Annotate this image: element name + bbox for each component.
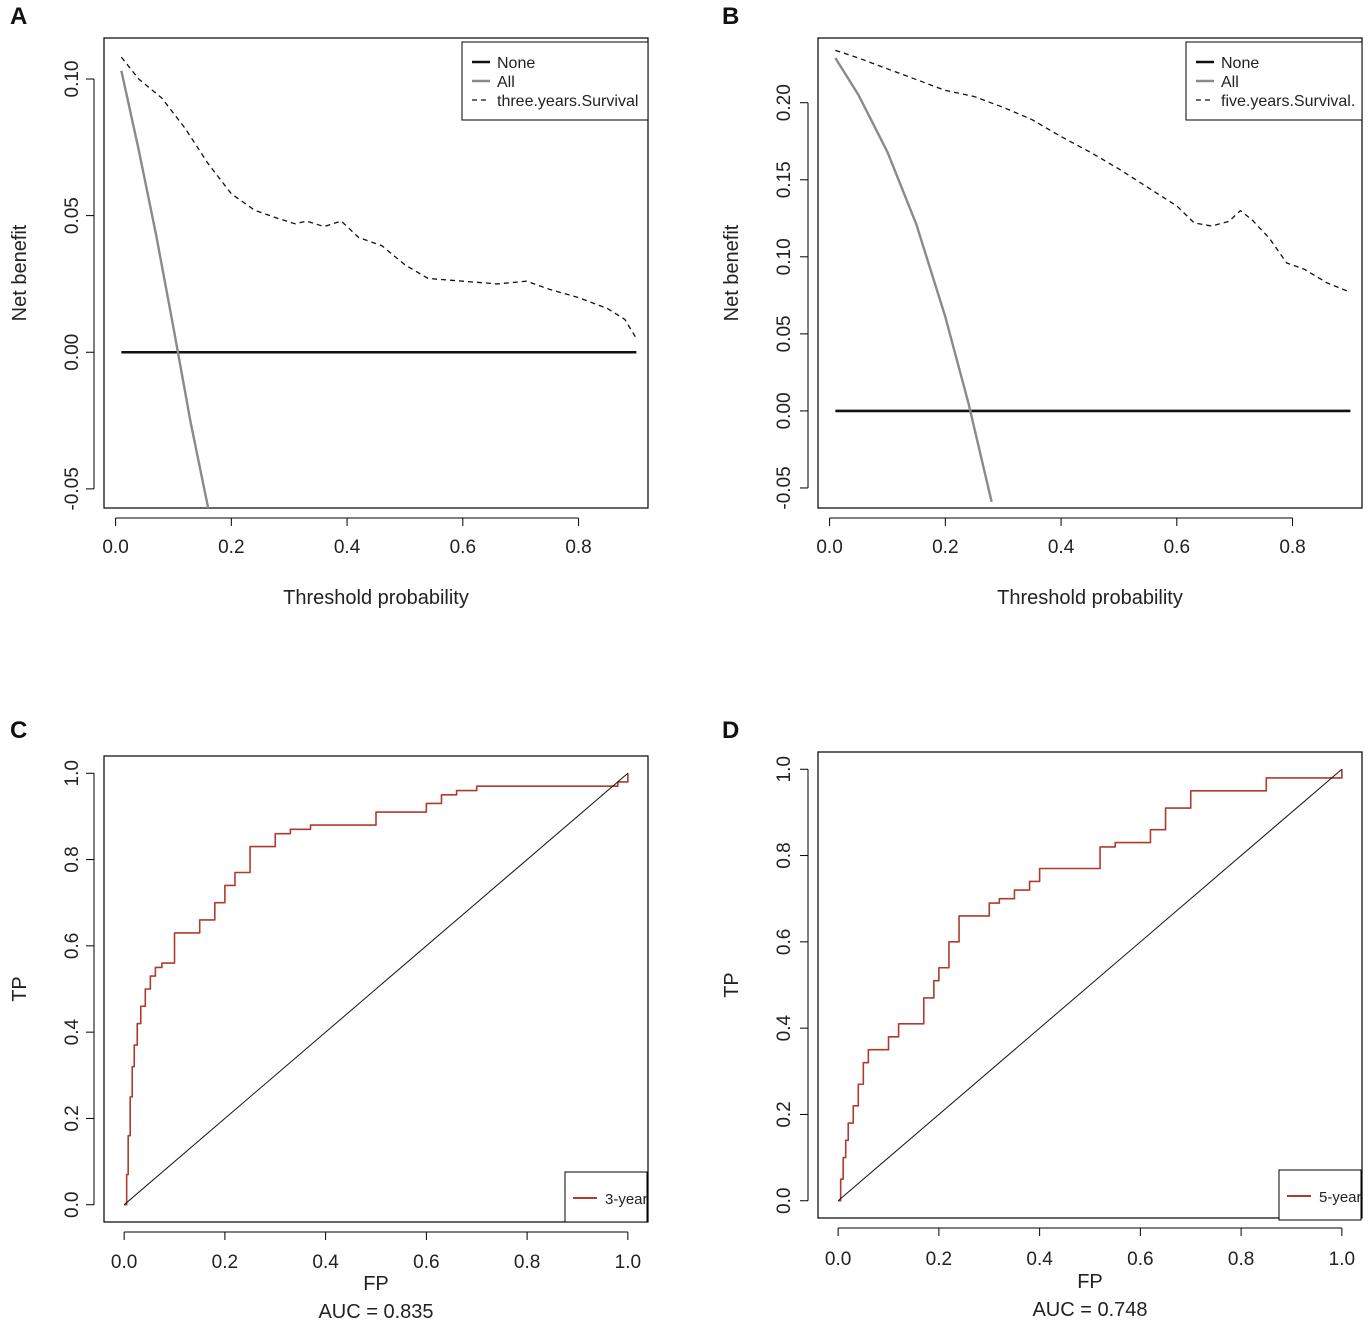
x-tick-label: 0.2: [932, 537, 958, 558]
x-axis-label: FP: [1077, 1271, 1103, 1293]
auc-label: AUC = 0.748: [1032, 1299, 1147, 1321]
legend-label: 3-year: [605, 1191, 648, 1208]
y-tick-label: 0.6: [62, 933, 83, 959]
y-tick-label: 0.0: [62, 1192, 83, 1218]
x-tick-label: 0.0: [825, 1249, 851, 1270]
x-tick-label: 0.6: [1164, 537, 1190, 558]
x-tick-label: 1.0: [615, 1252, 641, 1273]
y-tick-label: 0.10: [774, 238, 795, 275]
x-tick-label: 0.8: [1228, 1249, 1254, 1270]
y-tick-label: 1.0: [62, 760, 83, 786]
y-tick-label: 0.8: [62, 846, 83, 872]
roc-curve-line: [124, 773, 629, 1206]
y-tick-label: 0.8: [774, 842, 795, 868]
x-axis-label: FP: [363, 1273, 389, 1295]
plot-frame: [817, 37, 1363, 509]
y-tick-label: 0.4: [774, 1015, 795, 1042]
y-tick-label: 0.00: [62, 334, 83, 371]
x-axis-label: Threshold probability: [997, 587, 1183, 609]
series-all-line: [834, 57, 993, 503]
diagonal-reference-line: [837, 768, 1343, 1202]
y-tick-label: 0.2: [62, 1105, 83, 1131]
auc-label: AUC = 0.835: [318, 1301, 433, 1323]
x-tick-label: 0.2: [926, 1249, 952, 1270]
y-tick-label: 0.00: [774, 392, 795, 429]
series-five-years-survival-line: [835, 49, 1351, 293]
x-tick-label: 0.8: [1279, 537, 1305, 558]
plot-frame: [817, 751, 1363, 1219]
series-all-line: [120, 70, 210, 508]
x-tick-label: 0.8: [565, 537, 591, 558]
panel-d: D FP AUC = 0.748 TP 0.0 0.2 0.4 0.6 0.8 1.0 0.…: [721, 717, 1363, 1321]
x-tick-label: 1.0: [1329, 1249, 1355, 1270]
x-tick-label: 0.4: [334, 537, 361, 558]
y-tick-label: -0.05: [62, 467, 83, 510]
y-tick-label: 0.2: [774, 1101, 795, 1127]
y-axis-label: TP: [9, 976, 31, 1002]
y-axis-label: Net benefit: [9, 224, 31, 321]
panel-a: A Threshold probability Net benefit 0.0 0…: [9, 3, 649, 609]
legend-label: All: [497, 74, 515, 91]
series-three-years-survival-line: [120, 56, 637, 339]
y-tick-label: 0.10: [62, 60, 83, 97]
legend-label: 5-year: [1319, 1189, 1362, 1206]
legend-label: three.years.Survival: [497, 93, 638, 110]
legend-label: All: [1221, 74, 1239, 91]
x-tick-label: 0.0: [111, 1252, 137, 1273]
y-tick-label: 0.05: [774, 315, 795, 352]
legend-label: five.years.Survival.: [1221, 93, 1355, 110]
x-tick-label: 0.4: [1048, 537, 1075, 558]
y-tick-label: -0.05: [774, 466, 795, 509]
plot-frame: [103, 37, 649, 509]
plot-frame: [103, 755, 649, 1223]
x-tick-label: 0.2: [212, 1252, 238, 1273]
diagonal-reference-line: [123, 772, 629, 1206]
x-tick-label: 0.0: [102, 537, 128, 558]
y-tick-label: 0.05: [62, 197, 83, 234]
y-tick-label: 0.20: [774, 84, 795, 121]
y-tick-label: 1.0: [774, 756, 795, 782]
x-axis-label: Threshold probability: [283, 587, 469, 609]
y-axis-label: TP: [721, 972, 743, 998]
panel-label-c: C: [10, 717, 27, 744]
x-tick-label: 0.4: [1026, 1249, 1053, 1270]
roc-curve-line: [838, 769, 1343, 1202]
x-tick-label: 0.2: [218, 537, 244, 558]
x-tick-label: 0.6: [1127, 1249, 1153, 1270]
y-tick-label: 0.0: [774, 1188, 795, 1214]
x-tick-label: 0.6: [450, 537, 476, 558]
y-tick-label: 0.6: [774, 929, 795, 955]
panel-c: C FP AUC = 0.835 TP 0.0 0.2 0.4 0.6 0.8 1.0 0.…: [9, 717, 649, 1323]
x-tick-label: 0.0: [816, 537, 842, 558]
legend-box: [1185, 41, 1363, 121]
x-tick-label: 0.8: [514, 1252, 540, 1273]
legend-label: None: [497, 55, 535, 72]
x-tick-label: 0.6: [413, 1252, 439, 1273]
y-tick-label: 0.15: [774, 161, 795, 198]
panel-label-b: B: [722, 3, 739, 30]
panel-label-d: D: [722, 717, 739, 744]
legend-box: [461, 41, 649, 121]
panel-label-a: A: [10, 3, 27, 30]
y-tick-label: 0.4: [62, 1019, 83, 1046]
y-axis-label: Net benefit: [721, 224, 743, 321]
legend-label: None: [1221, 55, 1259, 72]
x-tick-label: 0.4: [312, 1252, 339, 1273]
panel-b: B Threshold probability Net benefit 0.0 0…: [721, 3, 1363, 609]
